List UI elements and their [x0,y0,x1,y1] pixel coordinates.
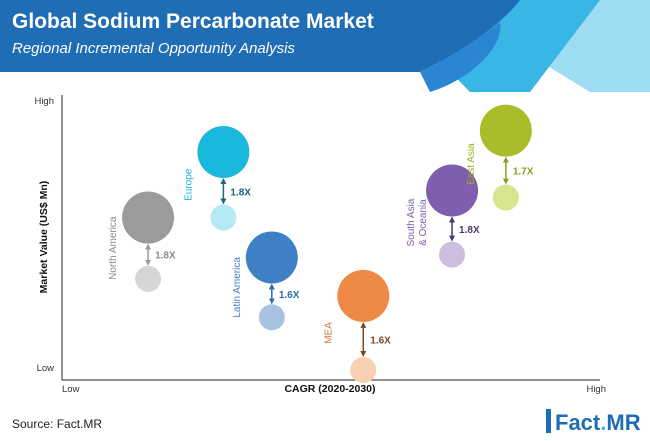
region-label-south-asia-oceania: South Asia& Oceania [406,198,429,246]
x-axis-title: CAGR (2020-2030) [284,383,375,395]
bubble-future-south-asia-oceania [426,164,479,217]
svg-text:Fact.MR: Fact.MR [555,410,641,435]
logo-dot: . [600,410,606,435]
logo-accent-bar [546,409,551,433]
y-tick-high: High [34,96,54,107]
bubble-group-mea: 1.6X MEA [323,269,391,384]
y-axis-title: Market Value (US$ Mn) [38,181,50,294]
header-banner: Global Sodium Percarbonate Market Region… [0,0,650,92]
banner-wave [420,22,501,92]
logo-fact: Fact [555,410,601,435]
bubble-group-south-asia-oceania: 1.8X South Asia& Oceania [406,164,480,268]
bubble-group-europe: 1.8X Europe [183,126,251,231]
bubble-future-east-asia [479,104,532,157]
growth-label-mea: 1.6X [370,335,391,346]
region-label-mea: MEA [323,322,334,344]
region-label-north-america: North America [108,216,119,280]
growth-label-europe: 1.8X [230,187,251,198]
page-title: Global Sodium Percarbonate Market [12,10,374,33]
logo-mr: MR [606,410,640,435]
region-label-europe: Europe [183,168,194,201]
banner-main [0,0,520,72]
growth-label-latin-america: 1.6X [279,290,300,301]
factmr-logo: Fact.MR [546,409,641,435]
source-note: Source: Fact.MR [12,417,102,431]
growth-label-south-asia-oceania: 1.8X [459,225,480,236]
bubble-future-europe [197,126,250,178]
bubble-future-mea [337,269,390,322]
growth-label-north-america: 1.8X [155,251,176,262]
bubble-current-east-asia [492,184,519,211]
bubble-current-latin-america [258,304,285,331]
bubble-group-latin-america: 1.6X Latin America [232,231,300,331]
bubble-group-east-asia: 1.7X East Asia [466,104,534,211]
x-tick-high: High [586,384,606,395]
bubble-current-mea [350,357,377,384]
footer: Source: Fact.MR Fact.MR [12,409,641,435]
page-subtitle: Regional Incremental Opportunity Analysi… [12,40,295,57]
region-label-east-asia: East Asia [466,143,477,185]
bubble-current-north-america [135,265,162,292]
region-label-latin-america: Latin America [232,257,243,318]
axes: High Low Low High CAGR (2020-2030) Marke… [34,95,606,395]
bubble-group-north-america: 1.8X North America [108,191,176,292]
bubble-current-europe [210,204,237,231]
x-tick-low: Low [62,384,80,395]
bubble-future-north-america [122,191,175,244]
growth-label-east-asia: 1.7X [513,167,534,178]
bubble-series: 1.8X North America 1.8X Europe 1.6X Latin Ame… [108,104,534,384]
bubble-future-latin-america [245,231,298,284]
y-tick-low: Low [37,363,55,374]
bubble-current-south-asia-oceania [439,241,466,268]
